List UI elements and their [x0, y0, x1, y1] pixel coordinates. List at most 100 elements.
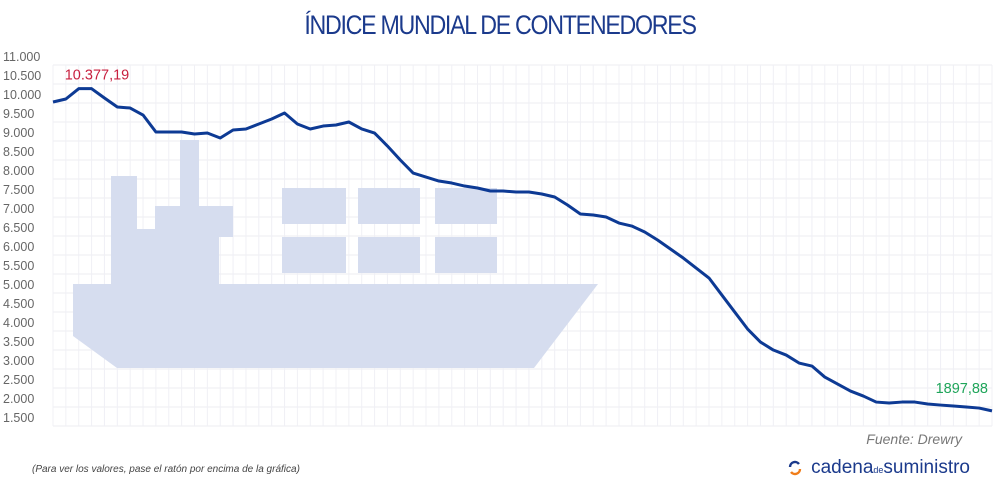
y-tick-label: 11.000 [3, 50, 40, 64]
data-point[interactable] [626, 220, 638, 232]
source-label: Fuente: Drewry [866, 431, 962, 447]
y-tick-label: 6.000 [3, 240, 34, 254]
logo[interactable]: cadena de suministro [787, 457, 970, 479]
logo-text-cadena: cadena [811, 457, 874, 478]
data-point[interactable] [188, 128, 200, 140]
data-point[interactable] [150, 126, 162, 138]
data-point[interactable] [845, 385, 857, 397]
container [358, 188, 420, 224]
data-point[interactable] [420, 171, 432, 183]
data-point[interactable] [549, 191, 561, 203]
data-point[interactable] [973, 402, 985, 414]
data-point[interactable] [523, 186, 535, 198]
data-point[interactable] [98, 92, 110, 104]
y-axis: 11.000 10.500 10.000 9.500 9.000 8.500 8.000 7.… [3, 50, 41, 425]
y-tick-label: 7.000 [3, 202, 34, 216]
data-point[interactable] [459, 180, 471, 192]
data-point[interactable] [343, 116, 355, 128]
data-point[interactable] [266, 113, 278, 125]
data-point[interactable] [677, 252, 689, 264]
y-tick-label: 4.500 [3, 297, 34, 311]
data-point[interactable] [587, 209, 599, 221]
data-point[interactable] [960, 401, 972, 413]
data-point[interactable] [780, 349, 792, 361]
series-line [52, 87, 993, 413]
data-point[interactable] [600, 211, 612, 223]
annotations: 10.377,19 1897,88 [65, 68, 988, 397]
data-label: 1897,88 [936, 381, 988, 397]
data-point[interactable] [47, 96, 59, 108]
y-tick-label: 5.000 [3, 278, 34, 292]
hover-hint: (Para ver los valores, pase el ratón por… [32, 464, 300, 475]
data-point[interactable] [497, 185, 509, 197]
data-point[interactable] [227, 124, 239, 136]
data-point[interactable] [111, 101, 123, 113]
data-point[interactable] [279, 107, 291, 119]
data-point[interactable] [742, 323, 754, 335]
data-point[interactable] [291, 118, 303, 130]
data-point[interactable] [536, 188, 548, 200]
ship-chimney [180, 140, 199, 210]
data-point[interactable] [832, 378, 844, 390]
data-point[interactable] [330, 119, 342, 131]
y-tick-label: 2.500 [3, 373, 34, 387]
data-point[interactable] [716, 289, 728, 301]
data-point[interactable] [909, 396, 921, 408]
data-point[interactable] [819, 371, 831, 383]
y-tick-label: 5.500 [3, 259, 34, 273]
data-point[interactable] [574, 208, 586, 220]
data-point[interactable] [652, 234, 664, 246]
data-point[interactable] [240, 123, 252, 135]
data-point[interactable] [124, 102, 136, 114]
data-point[interactable] [806, 360, 818, 372]
data-point[interactable] [446, 177, 458, 189]
data-point[interactable] [935, 399, 947, 411]
data-point[interactable] [703, 272, 715, 284]
data-point[interactable] [394, 154, 406, 166]
data-point[interactable] [73, 83, 85, 95]
data-point[interactable] [304, 123, 316, 135]
data-point[interactable] [664, 243, 676, 255]
container [435, 188, 497, 224]
data-point[interactable] [369, 127, 381, 139]
data-point[interactable] [356, 123, 368, 135]
data-point[interactable] [381, 140, 393, 152]
data-point[interactable] [510, 186, 522, 198]
data-point[interactable] [60, 93, 72, 105]
ship-tower [111, 176, 137, 286]
data-point[interactable] [729, 306, 741, 318]
data-point[interactable] [754, 336, 766, 348]
data-point[interactable] [471, 182, 483, 194]
ship-tower-step [137, 229, 155, 286]
ship-hull [73, 284, 598, 368]
data-point[interactable] [896, 396, 908, 408]
data-point[interactable] [922, 398, 934, 410]
data-point[interactable] [883, 397, 895, 409]
data-point[interactable] [767, 344, 779, 356]
data-point[interactable] [986, 405, 998, 417]
data-point[interactable] [253, 118, 265, 130]
data-point[interactable] [793, 357, 805, 369]
data-point[interactable] [317, 120, 329, 132]
data-point[interactable] [163, 126, 175, 138]
y-tick-label: 10.500 [3, 69, 41, 83]
data-point[interactable] [86, 83, 98, 95]
data-point[interactable] [690, 262, 702, 274]
data-point[interactable] [947, 400, 959, 412]
data-point[interactable] [214, 132, 226, 144]
data-point[interactable] [484, 185, 496, 197]
data-point[interactable] [201, 127, 213, 139]
logo-text-suministro: suministro [883, 457, 970, 478]
data-point[interactable] [433, 175, 445, 187]
data-point[interactable] [137, 109, 149, 121]
data-point[interactable] [176, 126, 188, 138]
ship-illustration [73, 140, 598, 368]
data-point[interactable] [407, 167, 419, 179]
data-point[interactable] [870, 396, 882, 408]
data-point[interactable] [857, 390, 869, 402]
data-point[interactable] [639, 226, 651, 238]
logo-text-de: de [873, 465, 884, 475]
data-point[interactable] [613, 217, 625, 229]
data-point[interactable] [562, 199, 574, 211]
